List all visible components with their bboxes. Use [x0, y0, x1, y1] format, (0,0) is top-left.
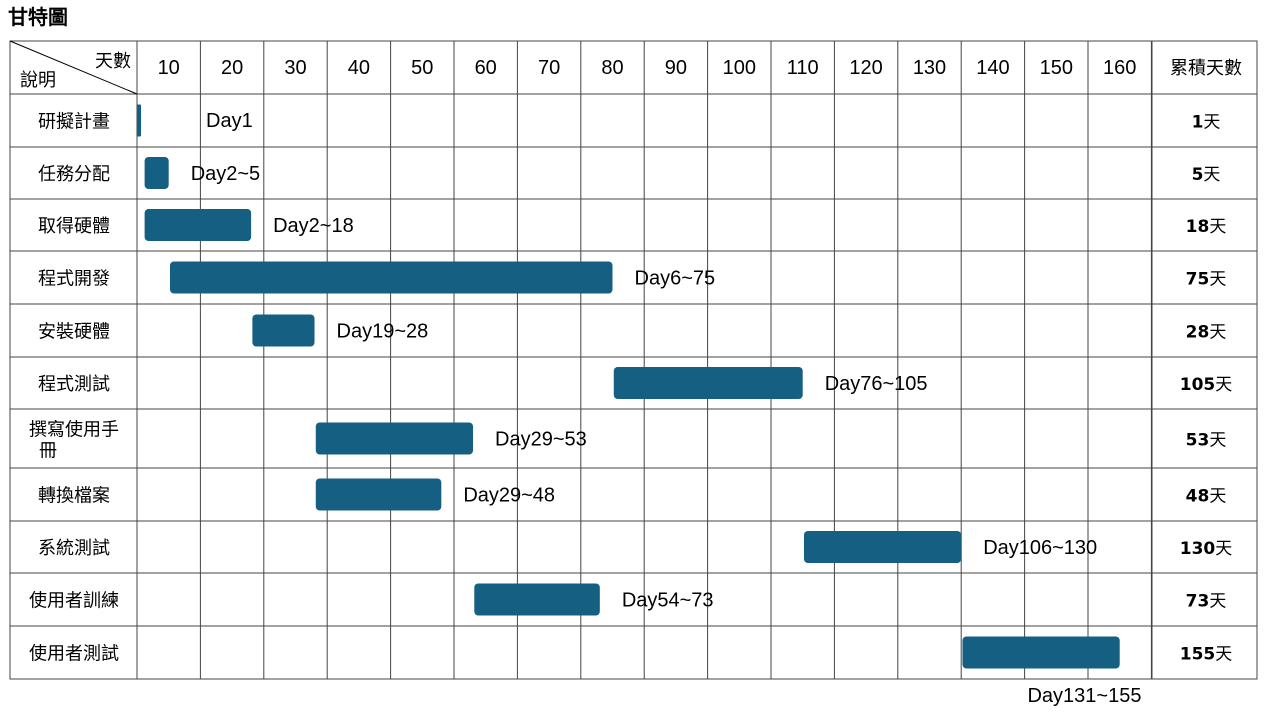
task-bar: [613, 367, 803, 399]
cumulative-value: 18天: [1186, 217, 1227, 237]
tick-label: 110: [787, 57, 819, 79]
bar-label: Day1: [206, 110, 253, 132]
bar-label: Day19~28: [337, 321, 429, 343]
corner-bottom-label: 說明: [20, 70, 56, 91]
cumulative-value: 73天: [1186, 592, 1227, 612]
task-row: 安裝硬體 Day19~28 28天: [38, 314, 1227, 347]
tick-label: 120: [849, 57, 882, 79]
tick-label: 40: [348, 57, 370, 79]
tick-label: 90: [665, 57, 687, 79]
task-row: 撰寫使用手冊 Day29~53 53天: [29, 420, 1226, 462]
task-name: 系統測試: [38, 538, 110, 559]
bar-label: Day6~75: [635, 268, 716, 290]
task-name: 研擬計畫: [38, 112, 110, 133]
task-name: 轉換檔案: [38, 486, 110, 507]
tick-label: 50: [411, 57, 433, 79]
bar-label: Day54~73: [622, 590, 714, 612]
bar-label: Day29~53: [495, 429, 587, 451]
tick-label: 70: [538, 57, 560, 79]
task-row: 程式測試 Day76~105 105天: [38, 367, 1232, 399]
chart-title: 甘特圖: [8, 5, 68, 29]
task-name: 程式開發: [38, 269, 110, 290]
task-row: 使用者訓練 Day54~73 73天: [29, 583, 1227, 616]
cumulative-value: 28天: [1186, 323, 1227, 343]
corner-top-label: 天數: [95, 51, 131, 72]
task-name: 使用者測試: [29, 644, 119, 665]
tick-labels: 10 20 30 40 50 60 70 80 90 100 110 120 130 140 150 160: [158, 57, 1137, 79]
bar-label: Day76~105: [825, 373, 928, 395]
task-name: 取得硬體: [38, 216, 110, 237]
task-row: 任務分配 Day2~5 5天: [38, 157, 1220, 189]
bar-label: Day131~155: [1027, 685, 1141, 707]
task-bar: [144, 157, 169, 189]
cumulative-value: 5天: [1192, 165, 1221, 185]
task-row: 研擬計畫 Day1 1天: [38, 104, 1221, 137]
task-bar: [803, 531, 962, 563]
tick-label: 160: [1103, 57, 1136, 79]
task-name: 安裝硬體: [38, 322, 110, 343]
task-bar: [315, 422, 474, 455]
bar-label: Day2~18: [273, 215, 354, 237]
task-name: 使用者訓練: [29, 591, 119, 612]
task-row: 系統測試 Day106~130 130天: [38, 531, 1232, 563]
cumulative-value: 75天: [1186, 270, 1227, 290]
tick-label: 140: [976, 57, 1009, 79]
task-name: 撰寫使用手冊: [29, 420, 119, 462]
cumulative-value: 130天: [1180, 539, 1233, 559]
task-bar: [252, 314, 315, 347]
task-row: 轉換檔案 Day29~48 48天: [38, 478, 1227, 511]
task-name: 任務分配: [38, 164, 110, 185]
cumulative-value: 1天: [1192, 113, 1221, 133]
task-bar: [315, 478, 442, 511]
cumulative-value: 48天: [1186, 487, 1227, 507]
tick-label: 10: [158, 57, 180, 79]
tick-label: 150: [1040, 57, 1073, 79]
task-bar: [962, 636, 1120, 669]
tick-label: 20: [221, 57, 243, 79]
cumulative-value: 105天: [1180, 375, 1233, 395]
tick-label: 130: [913, 57, 946, 79]
bar-label: Day2~5: [191, 163, 261, 185]
bar-label: Day106~130: [983, 537, 1097, 559]
tick-label: 80: [601, 57, 623, 79]
cumulative-value: 155天: [1180, 645, 1233, 665]
task-row: 使用者測試 Day131~155 155天: [29, 636, 1233, 707]
tick-label: 60: [475, 57, 497, 79]
task-bar: [474, 583, 600, 616]
bar-label: Day29~48: [463, 485, 555, 507]
cumulative-value: 53天: [1186, 431, 1227, 451]
header-row: 天數 說明 累積天數: [9, 40, 1242, 95]
corner-diagonal: [9, 40, 138, 95]
grid: [9, 40, 1258, 680]
tick-label: 100: [723, 57, 756, 79]
task-name: 程式測試: [38, 374, 110, 395]
task-bar: [169, 261, 613, 294]
task-bar: [144, 209, 252, 241]
task-bar: [137, 104, 141, 137]
task-row: 取得硬體 Day2~18 18天: [38, 209, 1226, 241]
tick-label: 30: [284, 57, 306, 79]
cumulative-header: 累積天數: [1170, 58, 1242, 79]
table-border: [9, 40, 1258, 680]
task-row: 程式開發 Day6~75 75天: [38, 261, 1227, 294]
